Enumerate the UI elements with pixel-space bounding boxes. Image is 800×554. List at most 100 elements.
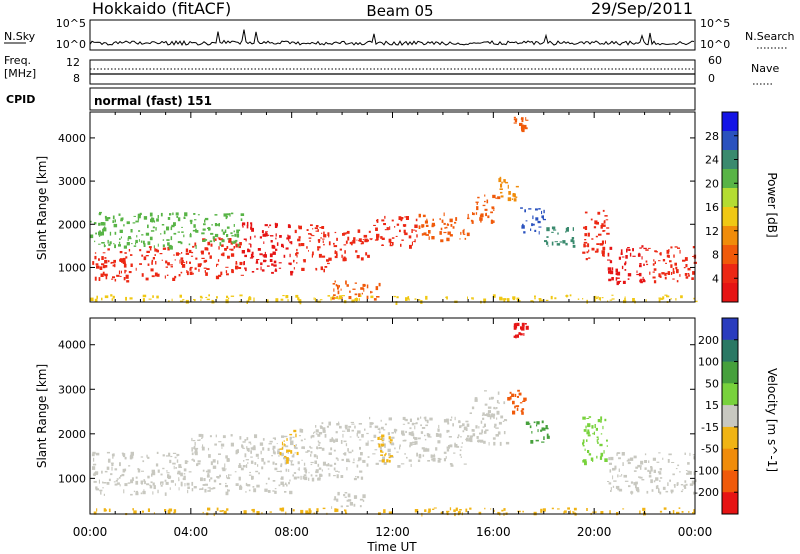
data-cell <box>257 248 261 251</box>
data-cell <box>226 226 230 229</box>
data-cell <box>388 459 391 463</box>
data-cell <box>310 474 313 477</box>
data-cell <box>378 443 381 448</box>
data-cell <box>362 239 364 241</box>
data-cell <box>386 459 389 463</box>
colorbar-tick-label: 15 <box>705 399 719 412</box>
cpid-text: normal (fast) 151 <box>94 94 212 108</box>
data-cell <box>460 446 463 448</box>
data-cell <box>429 436 432 438</box>
data-cell <box>307 450 310 452</box>
data-cell <box>373 298 377 301</box>
data-cell <box>601 240 604 245</box>
data-cell <box>562 240 566 244</box>
data-cell <box>588 257 591 259</box>
data-cell <box>500 183 503 188</box>
data-cell <box>229 248 231 251</box>
data-cell <box>357 436 360 438</box>
data-cell <box>104 470 108 473</box>
data-cell <box>328 421 331 426</box>
data-cell <box>240 213 245 216</box>
data-cell <box>603 450 605 454</box>
data-cell <box>266 299 269 303</box>
freq-frame <box>89 59 696 85</box>
data-cell <box>191 488 194 492</box>
data-cell <box>198 268 200 272</box>
data-cell <box>151 217 154 219</box>
data-cell <box>256 511 260 515</box>
data-cell <box>195 257 198 260</box>
data-cell <box>250 224 253 227</box>
data-cell <box>112 295 115 299</box>
data-cell <box>585 425 587 429</box>
data-cell <box>616 277 620 279</box>
data-cell <box>155 248 158 252</box>
data-cell <box>93 511 97 515</box>
data-cell <box>195 245 197 249</box>
data-cell <box>511 393 515 397</box>
data-cell <box>170 236 173 241</box>
data-cell <box>509 391 512 394</box>
data-cell <box>292 474 294 477</box>
data-cell <box>316 447 319 450</box>
data-cell <box>286 484 288 487</box>
data-cell <box>655 485 658 490</box>
data-cell <box>409 427 412 430</box>
data-cell <box>348 296 352 300</box>
data-cell <box>391 219 394 222</box>
data-cell <box>202 511 204 514</box>
data-cell <box>446 237 448 241</box>
data-cell <box>114 219 116 223</box>
data-cell <box>333 449 336 452</box>
data-cell <box>551 241 554 246</box>
data-cell <box>692 246 696 249</box>
data-cell <box>308 250 309 252</box>
data-cell <box>685 483 688 486</box>
data-band <box>520 207 546 235</box>
data-cell <box>318 253 322 258</box>
data-cell <box>209 486 211 491</box>
data-cell <box>367 456 370 458</box>
data-cell <box>274 490 277 494</box>
data-cell <box>338 295 342 299</box>
data-cell <box>640 466 642 470</box>
data-cell <box>337 286 339 290</box>
data-cell <box>676 482 678 486</box>
data-cell <box>678 507 681 509</box>
data-cell <box>521 119 524 123</box>
data-cell <box>475 425 478 429</box>
data-cell <box>505 181 509 184</box>
data-cell <box>313 432 315 434</box>
data-cell <box>319 227 323 229</box>
data-cell <box>497 196 501 200</box>
data-cell <box>584 461 587 466</box>
data-cell <box>210 232 214 235</box>
data-cell <box>147 224 149 229</box>
data-cell <box>91 453 95 457</box>
data-cell <box>244 254 247 258</box>
data-cell <box>288 237 290 242</box>
data-cell <box>190 220 193 225</box>
data-cell <box>401 430 405 435</box>
data-cell <box>222 469 226 472</box>
data-cell <box>336 284 339 288</box>
data-cell <box>149 247 152 251</box>
data-cell <box>572 244 576 248</box>
data-cell <box>206 298 210 301</box>
data-cell <box>201 250 204 255</box>
data-cell <box>525 220 528 222</box>
data-cell <box>146 250 150 253</box>
data-cell <box>456 445 460 448</box>
data-cell <box>94 255 97 260</box>
data-cell <box>177 231 180 233</box>
data-cell <box>324 433 327 438</box>
data-cell <box>333 475 336 477</box>
data-cell <box>472 212 473 215</box>
data-cell <box>692 512 695 514</box>
data-cell <box>594 295 597 299</box>
data-cell <box>669 479 671 482</box>
data-cell <box>225 468 227 470</box>
data-cell <box>302 475 305 480</box>
data-cell <box>265 232 267 234</box>
data-cell <box>289 433 293 436</box>
